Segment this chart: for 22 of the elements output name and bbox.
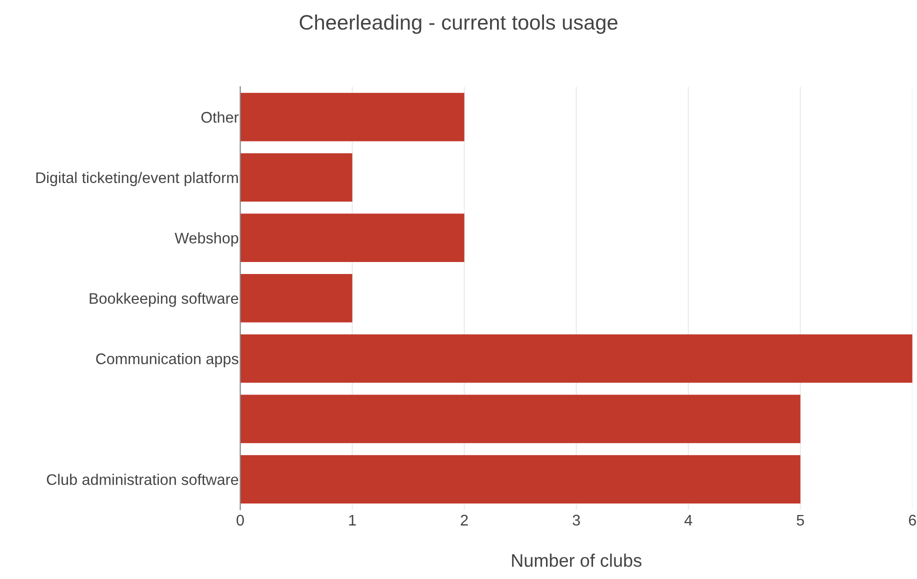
x-tick-label: 5: [796, 514, 804, 526]
y-tick-label: Communication apps: [96, 353, 238, 368]
bar: [240, 214, 464, 262]
y-tick-label: Webshop: [174, 232, 238, 247]
y-tick-label: Digital ticketing/event platform: [36, 172, 238, 186]
x-tick-label: 1: [349, 514, 356, 526]
y-tick-label: Club administration software: [46, 474, 238, 486]
bar: [240, 274, 352, 322]
y-tick-label: Other: [201, 112, 239, 123]
y-tick-label: Bookkeeping software: [90, 292, 238, 307]
chart-title: Cheerleading - current tools usage: [300, 14, 618, 34]
bar: [240, 334, 912, 383]
x-tick-label: 2: [460, 514, 468, 526]
x-tick-label: 0: [236, 514, 244, 526]
bar: [240, 153, 352, 202]
bar: [240, 455, 800, 504]
bar: [240, 92, 464, 142]
x-tick-label: 4: [684, 514, 692, 526]
bar: [240, 394, 800, 444]
x-tick-label: 3: [572, 514, 580, 526]
x-axis-title: Number of clubs: [512, 554, 642, 567]
x-tick-label: 6: [908, 514, 916, 526]
